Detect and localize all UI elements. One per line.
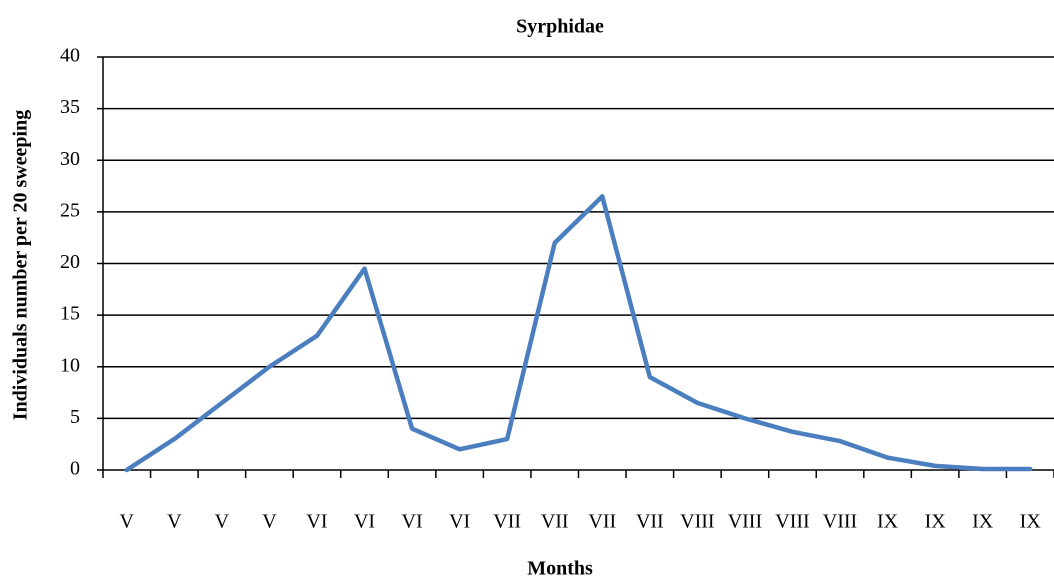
x-tick-label: VIII (728, 511, 762, 533)
x-tick-label: VI (402, 511, 423, 533)
chart-title: Syrphidae (516, 16, 604, 38)
y-tick-label: 20 (60, 251, 80, 273)
x-tick-label: VI (306, 511, 327, 533)
y-tick-label: 0 (70, 458, 80, 480)
x-tick-label: VII (493, 511, 521, 533)
x-tick-label: IX (1020, 511, 1042, 533)
y-tick-label: 5 (70, 406, 80, 428)
x-tick-label: VI (449, 511, 470, 533)
x-tick-label: VIII (680, 511, 714, 533)
y-tick-label: 15 (60, 303, 80, 325)
x-tick-label: IX (925, 511, 947, 533)
x-tick-label: V (215, 511, 230, 533)
x-tick-label: VII (636, 511, 664, 533)
y-tick-label: 40 (60, 45, 80, 67)
x-tick-label: VI (354, 511, 375, 533)
x-tick-label: IX (972, 511, 994, 533)
x-tick-label: V (262, 511, 277, 533)
x-axis-label: Months (527, 558, 593, 580)
x-tick-label: VIII (775, 511, 809, 533)
x-tick-label: V (120, 511, 135, 533)
y-tick-label: 25 (60, 199, 80, 221)
y-tick-label: 10 (60, 354, 80, 376)
x-tick-label: V (167, 511, 182, 533)
y-tick-label: 30 (60, 148, 80, 170)
data-line (124, 194, 1033, 473)
y-axis-label: Individuals number per 20 sweeping (10, 110, 32, 420)
y-tick-label: 35 (60, 96, 80, 118)
x-tick-label: VII (588, 511, 616, 533)
x-tick-label: VII (541, 511, 569, 533)
x-tick-label: VIII (823, 511, 857, 533)
x-tick-label: IX (877, 511, 899, 533)
